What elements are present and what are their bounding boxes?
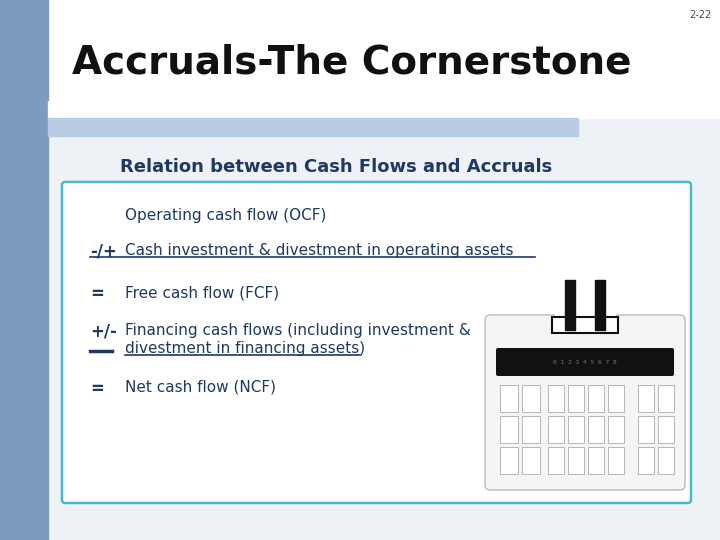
- Text: Free cash flow (FCF): Free cash flow (FCF): [125, 285, 279, 300]
- Text: -/+: -/+: [90, 243, 117, 261]
- Text: =: =: [90, 380, 104, 398]
- Bar: [608, 385, 624, 412]
- Bar: [658, 385, 674, 412]
- Text: Accruals-The Cornerstone: Accruals-The Cornerstone: [72, 43, 631, 81]
- Bar: [500, 447, 518, 474]
- Bar: [588, 447, 604, 474]
- Bar: [595, 280, 605, 330]
- Bar: [522, 385, 540, 412]
- Bar: [588, 385, 604, 412]
- Text: =: =: [90, 285, 104, 303]
- Bar: [48, 0, 720, 118]
- Bar: [522, 447, 540, 474]
- Bar: [500, 385, 518, 412]
- Text: 0 1 2 3 4 5 6 7 8: 0 1 2 3 4 5 6 7 8: [553, 360, 617, 365]
- Text: +/-: +/-: [90, 323, 117, 341]
- Bar: [552, 317, 618, 333]
- Bar: [500, 416, 518, 443]
- Bar: [0, 0, 48, 100]
- Bar: [548, 416, 564, 443]
- Bar: [548, 385, 564, 412]
- Bar: [658, 416, 674, 443]
- FancyBboxPatch shape: [62, 182, 691, 503]
- Text: Operating cash flow (OCF): Operating cash flow (OCF): [125, 208, 326, 223]
- Bar: [565, 280, 575, 330]
- FancyBboxPatch shape: [485, 315, 685, 490]
- Bar: [568, 385, 584, 412]
- Bar: [638, 385, 654, 412]
- Bar: [608, 447, 624, 474]
- Bar: [555, 280, 615, 330]
- Bar: [608, 416, 624, 443]
- Bar: [638, 416, 654, 443]
- Bar: [658, 447, 674, 474]
- Bar: [638, 447, 654, 474]
- Text: Relation between Cash Flows and Accruals: Relation between Cash Flows and Accruals: [120, 158, 552, 176]
- Text: divestment in financing assets): divestment in financing assets): [125, 341, 365, 356]
- Text: Cash investment & divestment in operating assets: Cash investment & divestment in operatin…: [125, 243, 513, 258]
- Bar: [522, 416, 540, 443]
- Bar: [568, 447, 584, 474]
- Bar: [588, 416, 604, 443]
- Text: Financing cash flows (including investment &: Financing cash flows (including investme…: [125, 323, 471, 338]
- Text: Net cash flow (NCF): Net cash flow (NCF): [125, 380, 276, 395]
- Bar: [548, 447, 564, 474]
- Bar: [48, 118, 578, 136]
- Bar: [0, 0, 48, 540]
- Bar: [568, 416, 584, 443]
- FancyBboxPatch shape: [496, 348, 674, 376]
- Text: 2-22: 2-22: [690, 10, 712, 20]
